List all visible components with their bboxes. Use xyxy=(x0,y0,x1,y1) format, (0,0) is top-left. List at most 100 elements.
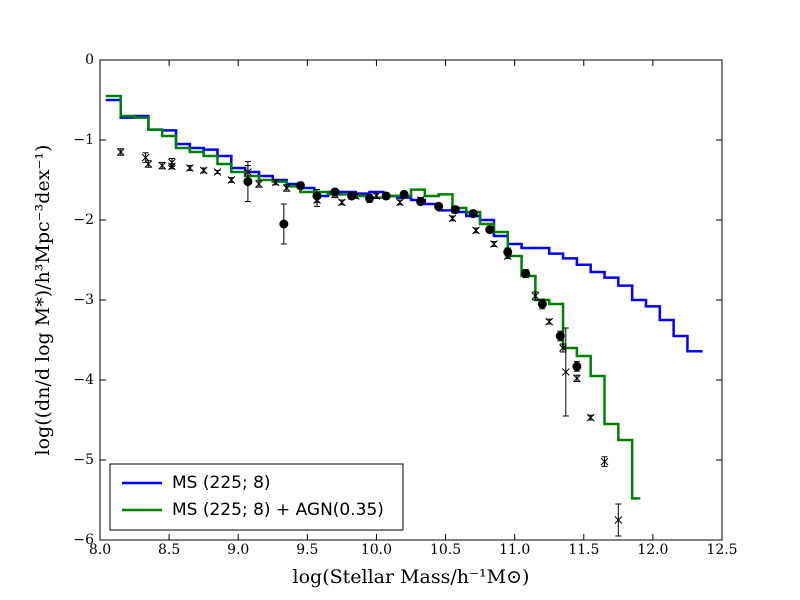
plot-area xyxy=(105,94,703,537)
data-point xyxy=(213,168,222,176)
data-point xyxy=(434,201,444,211)
y-tick-label: −4 xyxy=(73,372,94,388)
data-point xyxy=(141,153,150,162)
cross-stroke xyxy=(227,176,236,184)
cross-stroke xyxy=(168,162,176,171)
cross-stroke xyxy=(144,160,153,168)
data-point xyxy=(279,219,289,229)
data-point xyxy=(338,198,346,207)
data-point xyxy=(282,184,291,192)
data-point xyxy=(485,225,495,235)
cross-stroke xyxy=(199,166,208,175)
cross-stroke xyxy=(185,164,194,172)
data-point xyxy=(331,190,339,199)
legend-label: MS (225; 8) xyxy=(172,473,271,493)
data-point xyxy=(545,317,554,326)
data-point xyxy=(521,269,531,279)
data-point xyxy=(448,214,457,223)
x-tick-label: 9.5 xyxy=(296,542,318,558)
data-point xyxy=(450,205,460,215)
x-tick-label: 11.5 xyxy=(568,542,599,558)
x-tick-label: 8.0 xyxy=(89,542,111,558)
cross-stroke xyxy=(331,190,339,199)
cross-stroke xyxy=(448,214,457,223)
cross-stroke xyxy=(351,192,360,200)
data-point xyxy=(586,413,595,422)
cross-stroke xyxy=(545,317,554,326)
data-point xyxy=(168,162,176,171)
cross-stroke xyxy=(472,226,480,235)
x-tick-label: 10.5 xyxy=(430,542,461,558)
x-tick-label: 8.5 xyxy=(158,542,180,558)
y-tick-label: −6 xyxy=(73,532,94,548)
y-axis-label: log((dn/d log M*)/h³Mpc⁻³dex⁻¹) xyxy=(32,145,54,456)
cross-stroke xyxy=(614,516,623,524)
cross-stroke xyxy=(573,374,581,383)
data-point xyxy=(158,161,167,170)
cross-stroke xyxy=(531,292,540,300)
cross-stroke xyxy=(586,413,595,422)
cross-stroke xyxy=(338,198,346,207)
data-point xyxy=(313,196,321,204)
x-tick-label: 10.0 xyxy=(361,542,392,558)
cross-stroke xyxy=(282,184,291,192)
cross-stroke xyxy=(561,368,570,376)
cross-stroke xyxy=(490,240,498,248)
data-point xyxy=(561,368,570,376)
data-point xyxy=(116,148,125,156)
legend-box xyxy=(109,463,404,531)
y-tick-label: −1 xyxy=(73,132,94,148)
cross-stroke xyxy=(213,168,222,176)
x-tick-label: 12.0 xyxy=(637,542,668,558)
data-point xyxy=(555,331,565,341)
data-point xyxy=(295,181,305,191)
data-point xyxy=(600,457,609,466)
y-tick-label: −2 xyxy=(73,212,94,228)
data-point xyxy=(468,209,478,219)
y-tick-label: −3 xyxy=(73,292,94,308)
cross-stroke xyxy=(271,178,280,187)
cross-stroke xyxy=(372,192,381,200)
x-tick-label: 12.5 xyxy=(706,542,737,558)
data-point xyxy=(490,240,498,248)
data-point xyxy=(381,191,391,201)
cross-stroke xyxy=(116,148,125,156)
cross-stroke xyxy=(141,153,150,162)
y-tick-label: 0 xyxy=(85,52,94,68)
data-point xyxy=(503,252,512,260)
data-point xyxy=(347,191,357,201)
cross-stroke xyxy=(244,168,252,176)
data-point xyxy=(244,168,252,176)
data-point xyxy=(396,198,404,207)
legend-label: MS (225; 8) + AGN(0.35) xyxy=(172,500,384,520)
data-point xyxy=(365,193,375,203)
data-point xyxy=(531,292,540,300)
x-tick-label: 9.0 xyxy=(227,542,249,558)
data-point xyxy=(416,196,425,204)
cross-stroke xyxy=(600,457,609,466)
data-point xyxy=(573,374,581,383)
cross-stroke xyxy=(158,161,167,170)
cross-stroke xyxy=(416,196,425,204)
data-point xyxy=(537,299,547,309)
cross-stroke xyxy=(396,198,404,207)
x-tick-label: 11.0 xyxy=(499,542,530,558)
data-point xyxy=(372,192,381,200)
cross-stroke xyxy=(255,180,263,188)
data-point xyxy=(351,192,360,200)
data-point xyxy=(271,178,280,187)
data-point xyxy=(614,516,623,524)
data-point xyxy=(243,177,253,187)
y-tick-label: −5 xyxy=(73,452,94,468)
data-point xyxy=(255,180,263,188)
cross-stroke xyxy=(503,252,512,260)
data-point xyxy=(472,226,480,235)
data-point xyxy=(227,176,236,184)
data-point xyxy=(185,164,194,172)
data-point xyxy=(144,160,153,168)
data-point xyxy=(399,189,409,199)
x-axis-label: log(Stellar Mass/h⁻¹M⊙) xyxy=(293,566,530,588)
data-point xyxy=(572,361,582,371)
cross-stroke xyxy=(313,196,321,204)
